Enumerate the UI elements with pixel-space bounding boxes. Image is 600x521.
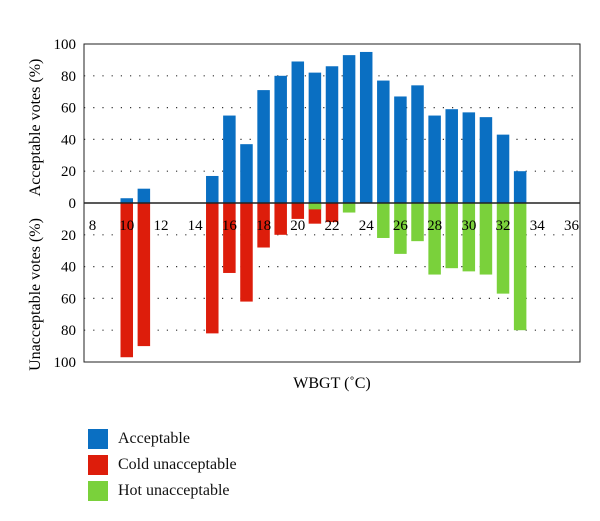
bar-cold-unacceptable-16 — [223, 203, 236, 273]
y-tick-label: 60 — [61, 101, 76, 117]
legend-label-cold: Cold unacceptable — [118, 456, 237, 473]
x-tick-label: 36 — [564, 218, 580, 234]
legend-item-hot: Hot unacceptable — [88, 478, 237, 504]
y-tick-label: 40 — [61, 132, 76, 148]
bar-acceptable-28 — [428, 115, 441, 203]
y-tick-label: 100 — [54, 37, 77, 53]
bar-hot-unacceptable-29 — [445, 203, 458, 269]
bar-acceptable-24 — [359, 51, 373, 204]
bar-hot-unacceptable-31 — [479, 203, 493, 275]
bar-cold-unacceptable-19 — [274, 203, 287, 235]
bar-hot-unacceptable-21 — [308, 203, 322, 210]
bar-acceptable-10 — [120, 198, 134, 203]
x-tick-label: 12 — [153, 218, 168, 234]
bar-cold-unacceptable-17 — [240, 203, 253, 302]
bar-hot-unacceptable-28 — [428, 203, 441, 275]
y-tick-label: 40 — [61, 260, 76, 276]
bar-cold-unacceptable-15 — [206, 203, 219, 334]
bar-hot-unacceptable-25 — [377, 203, 390, 238]
x-tick-label: 16 — [222, 218, 238, 234]
bar-acceptable-32 — [496, 134, 510, 203]
legend-item-acceptable: Acceptable — [88, 426, 237, 452]
legend-swatch-acceptable — [88, 429, 108, 449]
bar-acceptable-26 — [394, 96, 407, 203]
bar-acceptable-11 — [137, 188, 151, 203]
bar-acceptable-29 — [445, 109, 458, 203]
bar-acceptable-30 — [462, 112, 476, 203]
bar-acceptable-18 — [257, 90, 270, 203]
bar-acceptable-19 — [274, 75, 287, 203]
bar-acceptable-27 — [411, 85, 424, 203]
x-tick-label: 34 — [530, 218, 546, 234]
x-tick-label: 28 — [427, 218, 442, 234]
bar-acceptable-17 — [240, 144, 253, 203]
bar-acceptable-22 — [325, 66, 339, 203]
legend: Acceptable Cold unacceptable Hot unaccep… — [88, 426, 237, 504]
x-tick-label: 18 — [256, 218, 271, 234]
y-tick-label: 80 — [61, 323, 76, 339]
bar-acceptable-21 — [308, 72, 322, 204]
bar-cold-unacceptable-18 — [257, 203, 270, 248]
bar-cold-unacceptable-10 — [120, 203, 134, 358]
bar-chart: 100 80 60 40 20 0 20 40 60 80 100 8 10 12 14 16 18 20 22 24… — [27, 37, 581, 392]
bar-cold-unacceptable-20 — [291, 203, 305, 219]
bar-hot-unacceptable-32 — [496, 203, 510, 294]
legend-item-cold: Cold unacceptable — [88, 452, 237, 478]
legend-swatch-hot — [88, 481, 108, 501]
x-axis-label: WBGT (˚C) — [293, 375, 370, 392]
bar-acceptable-31 — [479, 117, 493, 203]
y-tick-label: 100 — [54, 355, 77, 371]
x-tick-label: 24 — [359, 218, 375, 234]
legend-label-hot: Hot unacceptable — [118, 482, 230, 499]
bars — [120, 51, 527, 358]
y-tick-label: 20 — [61, 164, 76, 180]
bar-cold-unacceptable-11 — [137, 203, 151, 347]
bar-acceptable-15 — [206, 175, 219, 203]
x-tick-label: 10 — [119, 218, 134, 234]
bar-acceptable-16 — [223, 115, 236, 203]
x-tick-label: 20 — [290, 218, 305, 234]
tick-labels: 100 80 60 40 20 0 20 40 60 80 100 8 10 12 14 16 18 20 22 24… — [54, 37, 580, 371]
legend-swatch-cold — [88, 455, 108, 475]
x-tick-label: 30 — [461, 218, 476, 234]
y-tick-label: 20 — [61, 228, 76, 244]
legend-label-acceptable: Acceptable — [118, 430, 190, 447]
x-tick-label: 8 — [89, 218, 97, 234]
x-tick-label: 26 — [393, 218, 409, 234]
bar-cold-unacceptable-22 — [325, 203, 339, 223]
y-tick-label: 80 — [61, 69, 76, 85]
y-tick-label: 0 — [69, 196, 77, 212]
bar-hot-unacceptable-26 — [394, 203, 407, 254]
x-tick-label: 14 — [188, 218, 204, 234]
x-tick-label: 32 — [496, 218, 511, 234]
bar-acceptable-33 — [513, 171, 527, 203]
y-tick-label: 60 — [61, 291, 76, 307]
y-axis-label-unacceptable: Unacceptable votes (%) — [27, 218, 44, 371]
bar-hot-unacceptable-27 — [411, 203, 424, 242]
y-axis-label-acceptable: Acceptable votes (%) — [27, 59, 44, 197]
bar-hot-unacceptable-30 — [462, 203, 476, 272]
bar-acceptable-25 — [377, 80, 390, 203]
bar-hot-unacceptable-33 — [513, 203, 527, 331]
bar-acceptable-23 — [342, 55, 356, 203]
bar-acceptable-20 — [291, 61, 305, 203]
x-tick-label: 22 — [325, 218, 340, 234]
bar-hot-unacceptable-23 — [342, 203, 356, 213]
